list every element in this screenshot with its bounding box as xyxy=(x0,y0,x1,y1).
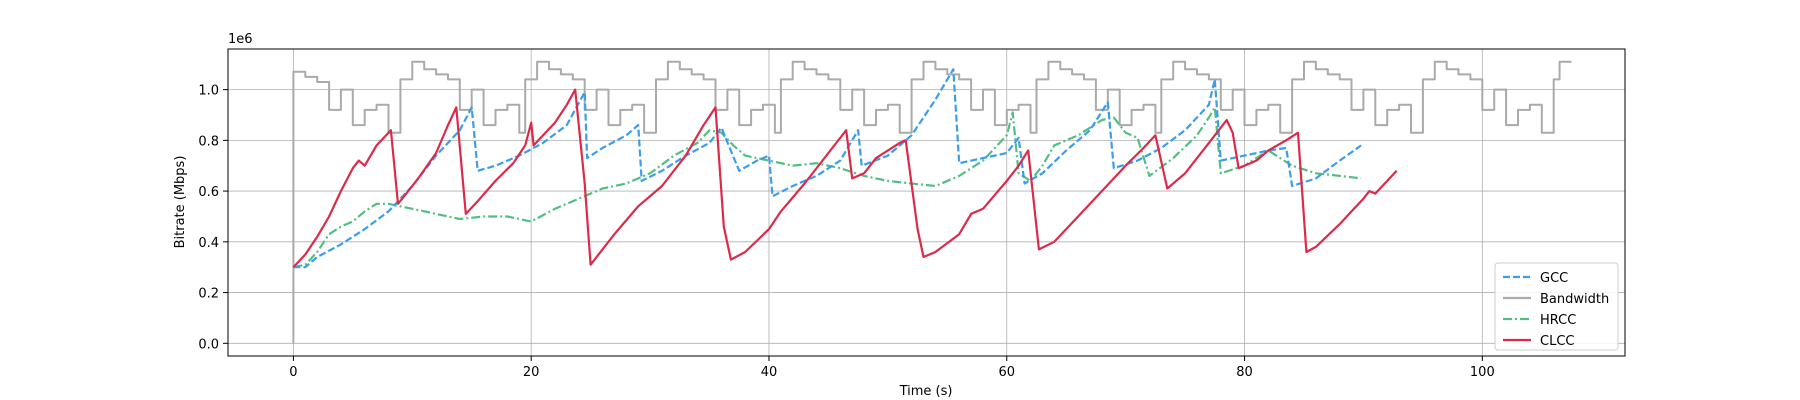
x-tick-label: 0 xyxy=(289,365,297,380)
legend-label-bandwidth: Bandwidth xyxy=(1540,292,1609,307)
y-offset-label: 1e6 xyxy=(228,32,253,47)
x-tick-label: 40 xyxy=(761,365,778,380)
x-tick-label: 20 xyxy=(523,365,540,380)
series-bandwidth-line xyxy=(292,60,1572,344)
x-axis-label: Time (s) xyxy=(899,384,953,399)
ticks: 0 20 40 60 80 100 0.0 0.2 0.4 0.6 0.8 1.0 xyxy=(198,84,1494,380)
y-tick-label: 1.0 xyxy=(198,84,219,99)
series-group xyxy=(292,60,1572,344)
legend: GCC Bandwidth HRCC CLCC xyxy=(1494,262,1619,351)
y-tick-label: 0.6 xyxy=(198,185,219,200)
grid xyxy=(228,49,1625,356)
legend-box xyxy=(1494,262,1619,351)
y-tick-label: 0.4 xyxy=(198,236,219,251)
y-tick-label: 0.8 xyxy=(198,134,219,149)
y-axis-label: Bitrate (Mbps) xyxy=(173,156,188,249)
legend-label-clcc: CLCC xyxy=(1540,334,1574,349)
x-tick-label: 100 xyxy=(1470,365,1495,380)
legend-label-gcc: GCC xyxy=(1540,271,1568,286)
plot-frame xyxy=(227,48,1626,357)
series-clcc-line xyxy=(292,88,1398,268)
series-hrcc-line xyxy=(293,106,1362,269)
y-tick-label: 0.2 xyxy=(198,287,219,302)
legend-label-hrcc: HRCC xyxy=(1540,313,1576,328)
y-tick-label: 0.0 xyxy=(198,337,219,352)
x-tick-label: 60 xyxy=(998,365,1015,380)
x-tick-label: 80 xyxy=(1236,365,1253,380)
